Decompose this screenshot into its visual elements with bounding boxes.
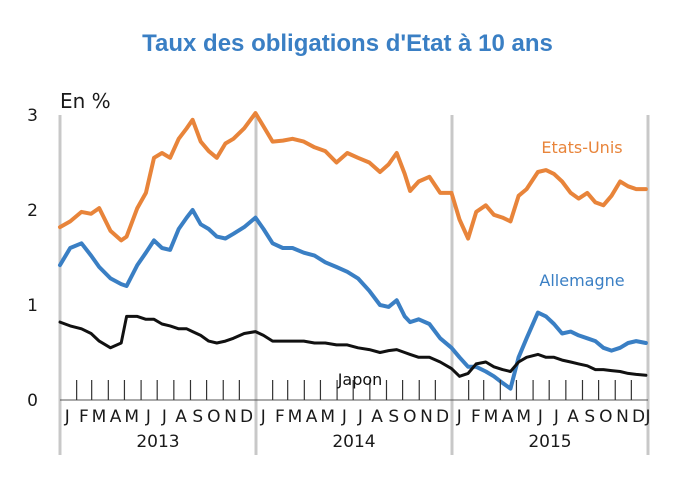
chart-title: Taux des obligations d'Etat à 10 ans: [142, 30, 553, 57]
month-label: D: [632, 407, 645, 427]
y-tick-label-3: 3: [27, 106, 38, 126]
series-line-de: [58, 208, 648, 391]
year-label-2014: 2014: [332, 432, 375, 452]
month-label: N: [420, 407, 433, 427]
month-label: M: [288, 407, 303, 427]
y-tick-label-1: 1: [27, 296, 38, 316]
month-label: D: [436, 407, 449, 427]
label-etats-unis: Etats-Unis: [541, 138, 622, 157]
month-label: J: [553, 407, 559, 427]
month-label: A: [306, 407, 318, 427]
month-label: J: [161, 407, 167, 427]
month-label-end: J: [644, 407, 650, 427]
month-label: J: [260, 407, 266, 427]
label-allemagne: Allemagne: [539, 271, 624, 290]
y-tick-label-0: 0: [27, 391, 38, 411]
month-label: J: [456, 407, 462, 427]
month-label: S: [192, 407, 203, 427]
month-label: F: [79, 407, 89, 427]
month-label: J: [64, 407, 70, 427]
month-label: J: [145, 407, 151, 427]
month-label: J: [357, 407, 363, 427]
grid-layer: [58, 115, 650, 455]
unit-label: En %: [60, 89, 111, 113]
series-line-us: [58, 111, 648, 243]
month-label: F: [275, 407, 285, 427]
month-label: S: [584, 407, 595, 427]
month-label: A: [502, 407, 514, 427]
month-label: M: [320, 407, 335, 427]
month-label: D: [240, 407, 253, 427]
month-label: A: [110, 407, 122, 427]
month-label: F: [471, 407, 481, 427]
year-label-2015: 2015: [528, 432, 571, 452]
series-line-jp: [58, 314, 648, 378]
month-label: N: [224, 407, 237, 427]
month-label: A: [175, 407, 187, 427]
month-label: A: [567, 407, 579, 427]
series-layer: [58, 111, 648, 391]
year-label-2013: 2013: [136, 432, 179, 452]
month-label: J: [341, 407, 347, 427]
month-label: M: [516, 407, 531, 427]
month-label: O: [403, 407, 416, 427]
y-tick-label-2: 2: [27, 201, 38, 221]
month-label: S: [388, 407, 399, 427]
label-japon: Japon: [337, 370, 383, 389]
month-label: O: [207, 407, 220, 427]
month-label: A: [371, 407, 383, 427]
month-label: N: [616, 407, 629, 427]
month-label: M: [92, 407, 107, 427]
month-label: M: [124, 407, 139, 427]
month-label: J: [537, 407, 543, 427]
month-label: O: [599, 407, 612, 427]
month-label: M: [484, 407, 499, 427]
